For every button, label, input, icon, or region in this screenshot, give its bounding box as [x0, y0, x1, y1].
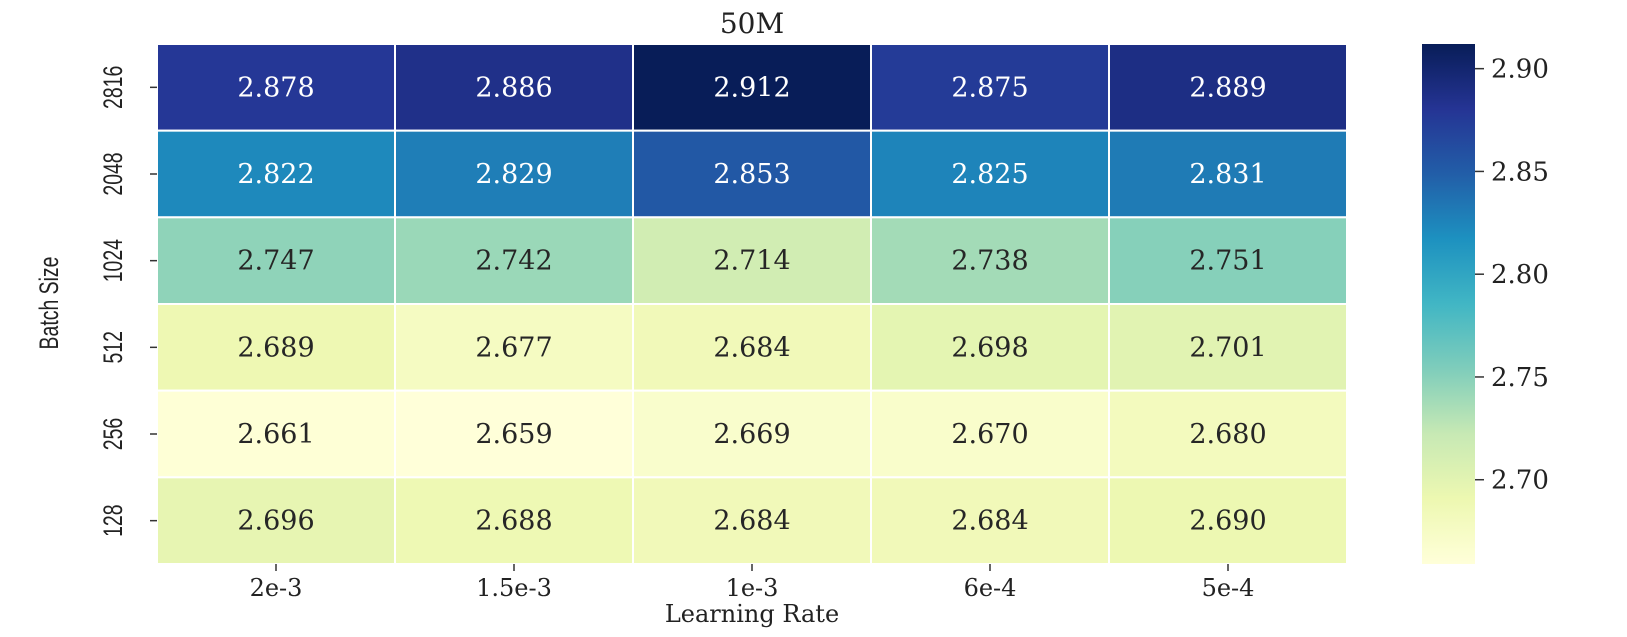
heatmap-cell	[394, 476, 634, 566]
x-axis-ticks: 2e-3 1.5e-3 1e-3 6e-4 5e-4	[250, 564, 1255, 602]
cell-value-label: 2.825	[951, 159, 1028, 190]
colorbar: 2.70 2.75 2.80 2.85 2.90	[1422, 44, 1549, 564]
x-tick-label: 5e-4	[1202, 574, 1255, 602]
cell-value-label: 2.738	[951, 246, 1028, 277]
heatmap-cell	[156, 43, 396, 132]
colorbar-gradient	[1422, 44, 1475, 564]
heatmap-cell	[632, 43, 872, 132]
colorbar-tick-label: 2.80	[1491, 260, 1549, 290]
cell-value-label: 2.853	[713, 159, 790, 190]
heatmap-cell-labels: 2.878 2.886 2.912 2.875 2.889 2.822 2.829 2.853…	[237, 72, 1266, 536]
cell-value-label: 2.696	[237, 506, 314, 537]
heatmap-cell	[870, 43, 1110, 132]
colorbar-tick-label: 2.70	[1491, 466, 1549, 496]
chart-title: 50M	[720, 7, 784, 40]
heatmap-cell	[394, 43, 634, 132]
cell-value-label: 2.751	[1189, 246, 1266, 277]
y-axis-label: Batch Size	[34, 257, 64, 350]
cell-value-label: 2.690	[1189, 506, 1266, 537]
heatmap-cell	[156, 389, 396, 479]
cell-value-label: 2.886	[475, 72, 552, 103]
heatmap-cell	[1108, 129, 1348, 219]
heatmap-cell	[394, 216, 634, 305]
cell-value-label: 2.912	[713, 72, 790, 103]
colorbar-tick-label: 2.85	[1491, 157, 1549, 187]
heatmap-cell	[1108, 303, 1348, 392]
cell-value-label: 2.684	[951, 506, 1028, 537]
x-tick-label: 1.5e-3	[476, 574, 552, 602]
cell-value-label: 2.714	[713, 246, 790, 277]
y-axis-ticks: 2816 2048 1024 512 256 128	[98, 66, 157, 537]
cell-value-label: 2.684	[713, 506, 790, 537]
cell-value-label: 2.831	[1189, 159, 1266, 190]
x-axis-label: Learning Rate	[665, 600, 839, 628]
colorbar-tick-label: 2.75	[1491, 363, 1549, 393]
x-tick-label: 2e-3	[250, 574, 303, 602]
cell-value-label: 2.701	[1189, 332, 1266, 363]
y-tick-label: 512	[98, 331, 128, 363]
heatmap-cell	[632, 129, 872, 219]
cell-value-label: 2.875	[951, 72, 1028, 103]
heatmap-cell	[870, 303, 1110, 392]
cell-value-label: 2.698	[951, 332, 1028, 363]
colorbar-ticks: 2.70 2.75 2.80 2.85 2.90	[1475, 55, 1549, 496]
x-tick-label: 1e-3	[726, 574, 779, 602]
heatmap-cell	[394, 389, 634, 479]
cell-value-label: 2.684	[713, 332, 790, 363]
heatmap-cell	[632, 476, 872, 566]
cell-value-label: 2.677	[475, 332, 552, 363]
x-tick-label: 6e-4	[964, 574, 1017, 602]
heatmap-cell	[870, 216, 1110, 305]
cell-value-label: 2.822	[237, 159, 314, 190]
colorbar-tick-label: 2.90	[1491, 55, 1549, 85]
cell-value-label: 2.688	[475, 506, 552, 537]
cell-value-label: 2.680	[1189, 419, 1266, 450]
cell-value-label: 2.742	[475, 246, 552, 277]
heatmap-cell	[870, 476, 1110, 566]
cell-value-label: 2.829	[475, 159, 552, 190]
cell-value-label: 2.689	[237, 332, 314, 363]
y-tick-label: 1024	[98, 239, 128, 282]
heatmap-cell	[1108, 389, 1348, 479]
cell-value-label: 2.889	[1189, 72, 1266, 103]
heatmap-cell	[1108, 476, 1348, 566]
y-tick-label: 2048	[98, 152, 128, 195]
y-tick-label: 128	[98, 504, 128, 536]
cell-value-label: 2.669	[713, 419, 790, 450]
cell-value-label: 2.661	[237, 419, 314, 450]
heatmap-cells	[156, 43, 1348, 566]
y-tick-label: 2816	[98, 66, 128, 109]
y-tick-label: 256	[98, 418, 128, 450]
cell-value-label: 2.659	[475, 419, 552, 450]
heatmap-cell	[632, 389, 872, 479]
cell-value-label: 2.878	[237, 72, 314, 103]
heatmap-cell	[394, 303, 634, 392]
heatmap-cell	[632, 303, 872, 392]
cell-value-label: 2.670	[951, 419, 1028, 450]
cell-value-label: 2.747	[237, 246, 314, 277]
